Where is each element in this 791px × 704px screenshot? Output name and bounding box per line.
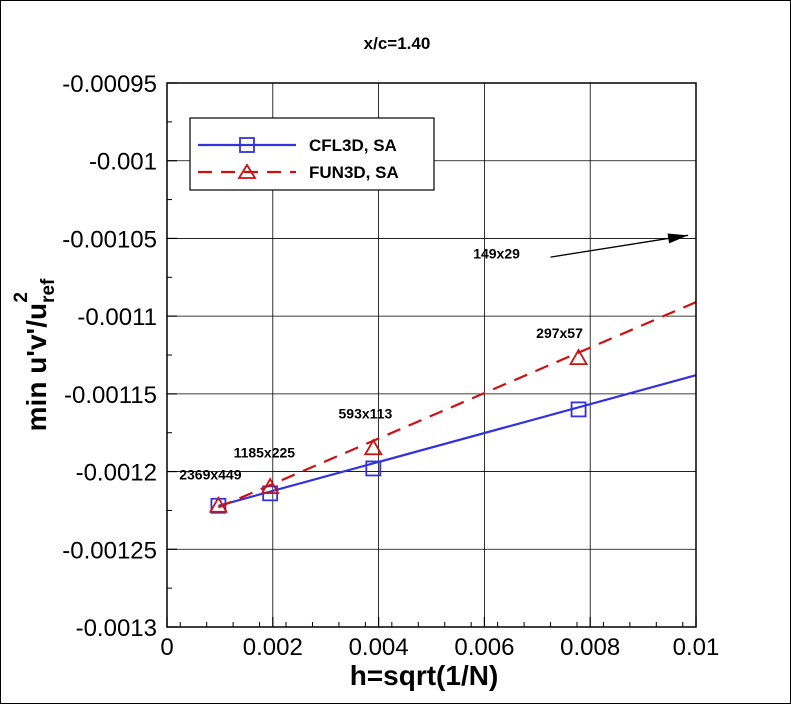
y-tick-label: -0.00095 (62, 71, 157, 98)
x-tick-label: 0.004 (349, 634, 409, 661)
data-point-triangle (260, 477, 280, 495)
y-tick-label: -0.001 (89, 149, 157, 176)
grid-size-annotation: 2369x449 (179, 466, 242, 482)
x-axis-title: h=sqrt(1/N) (350, 660, 499, 691)
y-tick-label: -0.00115 (64, 382, 157, 409)
y-axis-title-sup: 2 (11, 292, 32, 303)
grid-size-annotation: 1185x225 (234, 445, 296, 461)
data-point-square (365, 460, 382, 477)
y-tick-label: -0.00125 (62, 537, 157, 564)
x-tick-label: 0.008 (560, 634, 620, 661)
y-tick-label: -0.0012 (76, 460, 157, 487)
y-tick-label: -0.00105 (62, 226, 157, 253)
x-tick-label: 0.002 (243, 634, 303, 661)
y-tick-label: -0.0011 (77, 304, 157, 331)
data-point-triangle (569, 348, 589, 366)
y-tick-labels: -0.00095 -0.001 -0.00105 -0.0011 -0.00115 -0.… (62, 71, 157, 642)
x-tick-labels: 0 0.002 0.004 0.006 0.008 0.01 (160, 634, 719, 661)
y-axis-title: min u'v'/uref 2 (11, 278, 59, 431)
annotation-arrow-head (667, 233, 689, 244)
data-point-triangle (208, 495, 228, 513)
series-line-0 (218, 374, 697, 507)
legend-marker-fun3d (237, 163, 257, 179)
y-axis-title-sub: ref (38, 278, 59, 303)
chart-title: x/c=1.40 (364, 34, 431, 53)
y-tick-label: -0.0013 (76, 615, 157, 642)
x-tick-label: 0 (160, 634, 173, 661)
x-tick-label: 0.01 (673, 634, 720, 661)
annotation-arrow-line (550, 234, 689, 258)
series-layer (208, 301, 697, 514)
annotations: 2369x449 1185x225 593x113 297x57 149x29 (179, 233, 689, 482)
data-point-triangle (363, 438, 383, 456)
legend-marker-cfl3d (239, 137, 255, 153)
data-point-square (570, 401, 587, 418)
legend: CFL3D, SA FUN3D, SA (189, 117, 435, 191)
y-axis-title-main: min u'v'/u (21, 303, 52, 431)
plot-border (166, 82, 697, 628)
grid-size-annotation: 297x57 (536, 325, 583, 341)
series-line-1 (217, 301, 697, 509)
legend-box (189, 117, 435, 191)
legend-label-fun3d: FUN3D, SA (309, 163, 399, 182)
grid-size-annotation: 593x113 (339, 406, 393, 422)
x-tick-label: 0.006 (454, 634, 514, 661)
legend-label-cfl3d: CFL3D, SA (309, 136, 397, 155)
grid-size-annotation: 149x29 (473, 246, 520, 262)
